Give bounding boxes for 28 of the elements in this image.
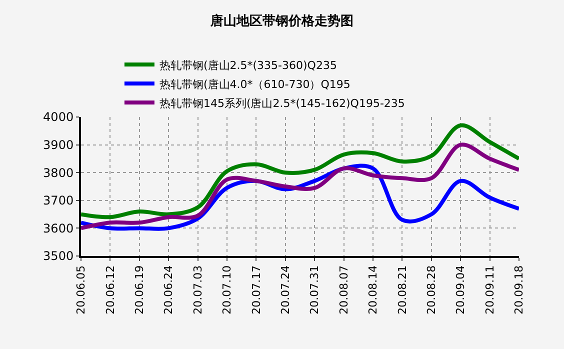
y-tick-label: 3700 — [43, 194, 74, 208]
x-tick-label: 20.09.04 — [454, 265, 468, 314]
x-tick-label: 20.08.14 — [366, 265, 380, 314]
x-tick-label: 20.07.24 — [278, 265, 292, 314]
x-tick-label: 20.06.24 — [162, 265, 176, 314]
legend-label: 热轧带钢(唐山2.5*(335-360)Q235 — [159, 58, 337, 72]
x-tick-label: 20.09.11 — [483, 265, 496, 314]
x-tick-label: 20.07.10 — [220, 265, 234, 314]
line-series — [81, 142, 519, 230]
x-tick-label: 20.06.05 — [74, 265, 88, 314]
x-tick-label: 20.08.28 — [424, 265, 438, 314]
y-tick-label: 3600 — [43, 221, 74, 236]
x-tick-label: 20.07.03 — [191, 265, 204, 314]
x-tick-label: 20.06.12 — [104, 265, 117, 314]
x-tick-label: 20.07.17 — [250, 265, 263, 314]
x-tick-label: 20.07.31 — [308, 265, 322, 314]
y-tick-label: 4000 — [43, 110, 74, 124]
legend-label: 热轧带钢145系列(唐山2.5*(145-162)Q195-235 — [159, 96, 405, 110]
y-tick-label: 3900 — [43, 138, 74, 152]
x-tick-label: 20.08.21 — [396, 265, 409, 314]
x-tick-label: 20.08.07 — [337, 265, 350, 314]
y-tick-label: 3500 — [43, 249, 74, 264]
x-tick-label: 20.06.19 — [132, 265, 146, 314]
legend-label: 热轧带钢(唐山4.0*（610-730）Q195 — [159, 78, 350, 91]
x-tick-label: 20.09.18 — [512, 265, 526, 314]
line-series — [81, 123, 519, 220]
y-tick-label: 3800 — [43, 166, 74, 180]
chart-title: 唐山地区带钢价格走势图 — [210, 12, 354, 29]
